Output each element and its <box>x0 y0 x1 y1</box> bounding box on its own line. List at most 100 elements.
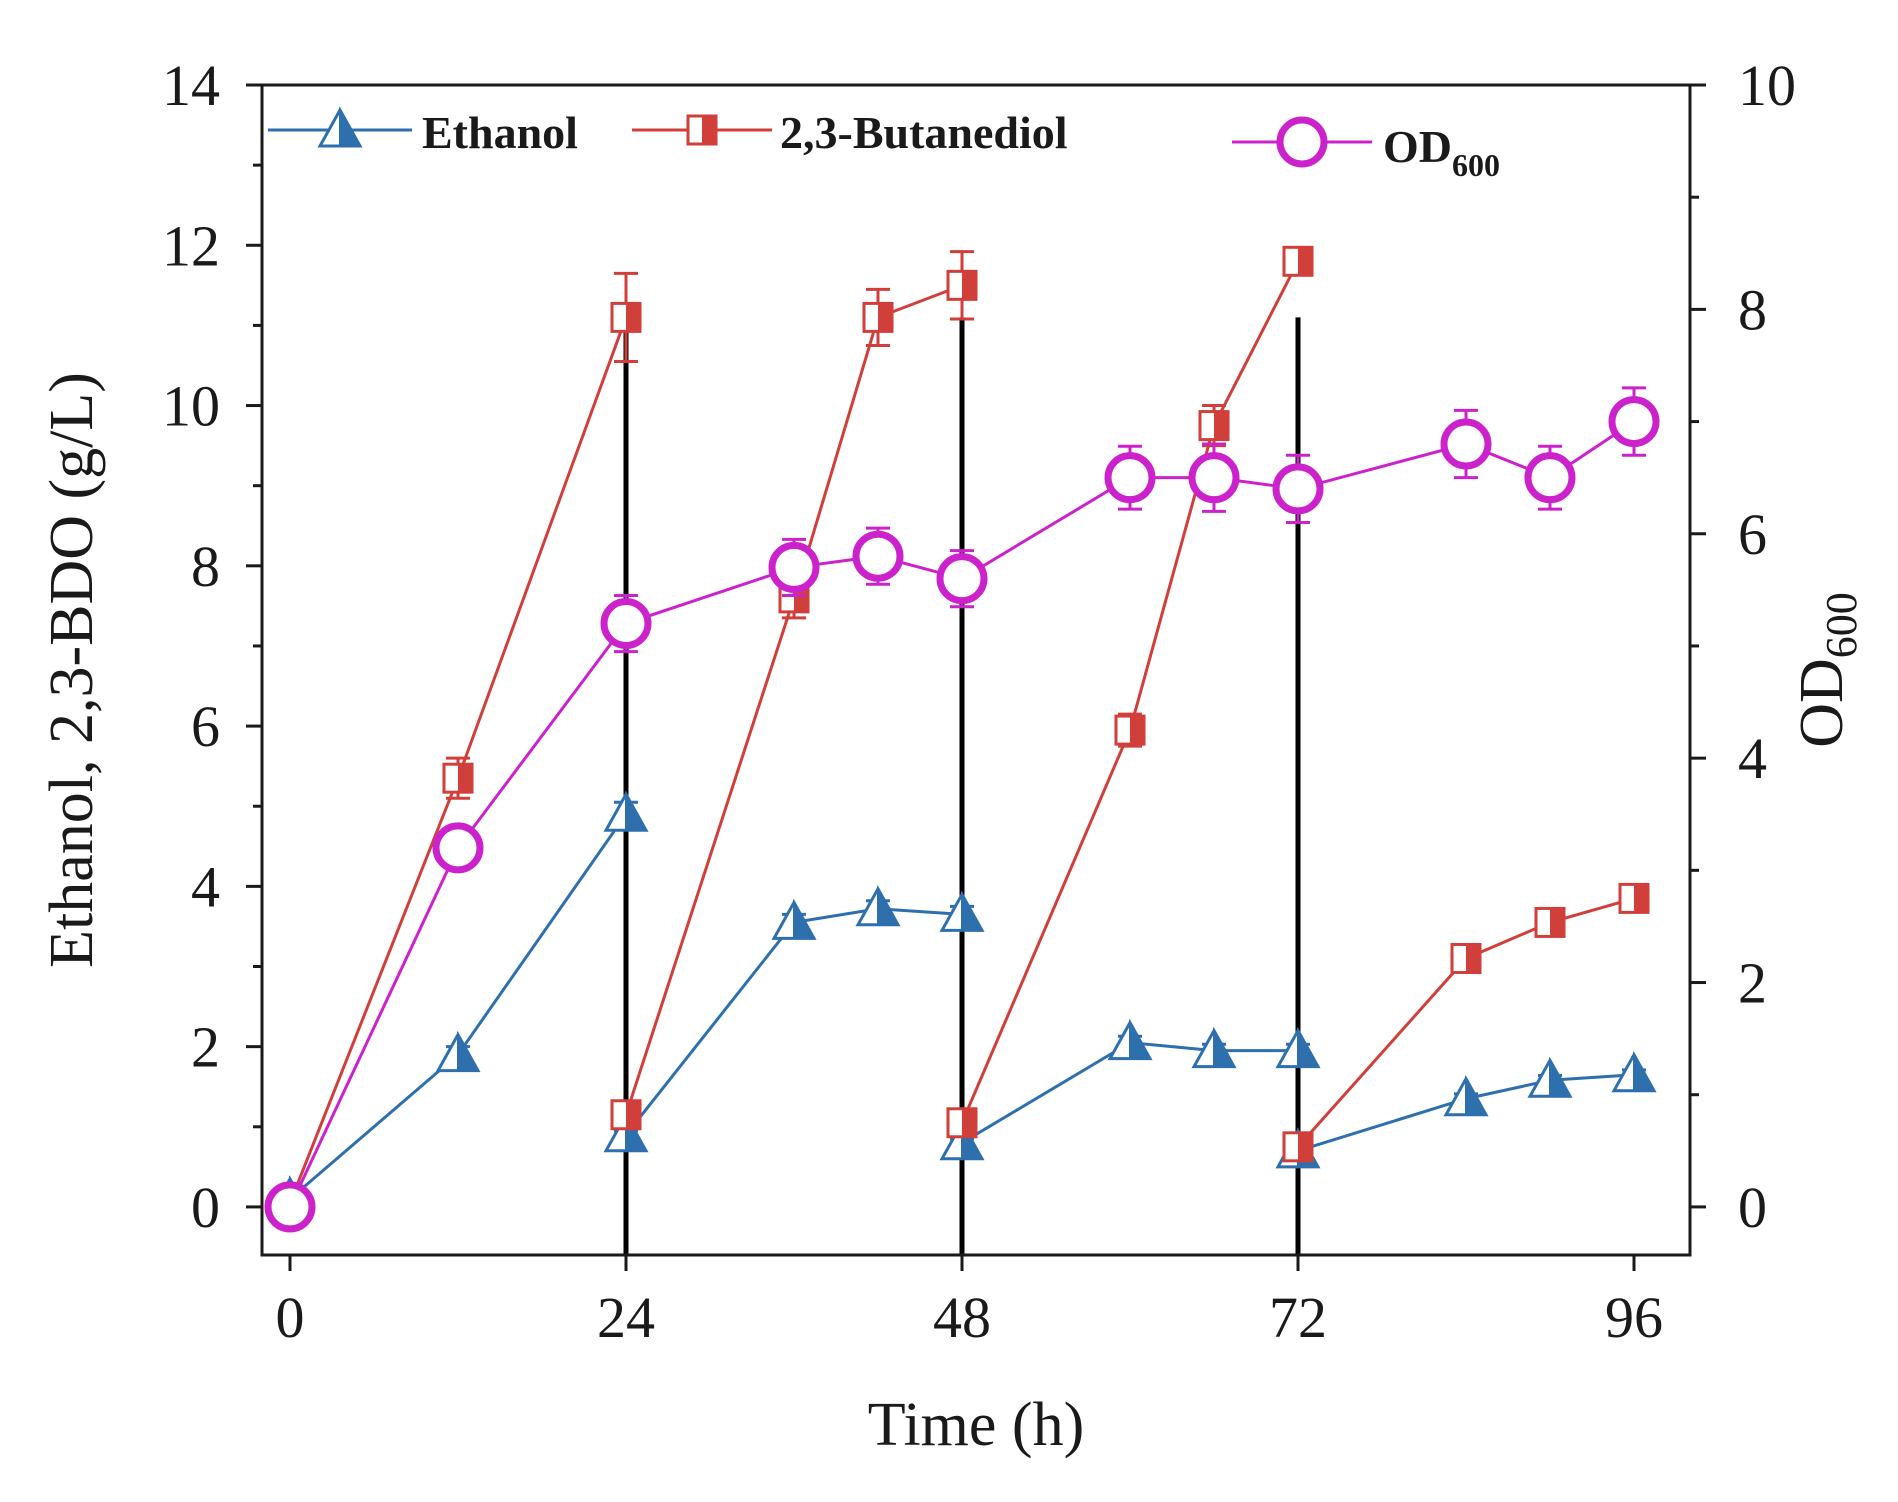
triangle-fill <box>1297 1026 1320 1068</box>
y-left-tick-label: 4 <box>191 854 220 919</box>
circle-marker <box>264 1181 316 1233</box>
circle-marker <box>1608 396 1660 448</box>
square-fill <box>962 271 976 300</box>
triangle-marker <box>771 898 817 940</box>
series-od600 <box>264 386 1660 1233</box>
circle-marker <box>1272 463 1324 515</box>
triangle-marker <box>1275 1026 1321 1069</box>
triangle-fill <box>1549 1056 1572 1098</box>
y-left-tick-label: 2 <box>191 1015 220 1080</box>
square-marker <box>946 1107 978 1139</box>
square-marker <box>610 1099 642 1131</box>
square-marker <box>862 301 894 333</box>
x-axis-title: Time (h) <box>868 1391 1084 1459</box>
series-ethanol <box>267 790 1657 1217</box>
triangle-fill <box>339 106 362 147</box>
y-left-tick-label: 12 <box>162 213 220 278</box>
square-fill <box>1214 411 1228 440</box>
plot-frame <box>260 83 1692 1257</box>
y-axis-left-title: Ethanol, 2,3-BDO (g/L) <box>38 372 106 968</box>
series-line <box>960 260 1300 1124</box>
triangle-fill <box>793 898 816 940</box>
legend: Ethanol 2,3-Butanediol OD600 <box>268 106 1500 183</box>
triangle-marker <box>855 884 901 927</box>
circle-marker <box>1104 452 1156 504</box>
circle-marker <box>432 822 484 874</box>
legend-od600-main: OD <box>1383 121 1452 172</box>
y-left-tick-label: 8 <box>191 534 220 599</box>
square-fill <box>626 1100 640 1129</box>
square-fill <box>458 764 472 793</box>
y-right-tick-label: 8 <box>1738 277 1767 342</box>
x-tick-label: 48 <box>933 1285 991 1350</box>
triangle-marker <box>603 790 649 832</box>
triangle-marker <box>1191 1026 1237 1069</box>
triangle-marker <box>1611 1050 1657 1093</box>
y-left-tick-label: 10 <box>162 374 220 439</box>
square-fill <box>1130 716 1144 745</box>
y-left-tick-label: 6 <box>191 694 220 759</box>
legend-od600-sub: 600 <box>1452 147 1500 183</box>
x-tick-label: 24 <box>597 1285 655 1350</box>
square-fill <box>1466 944 1480 973</box>
square-fill <box>962 1108 976 1137</box>
square-marker <box>946 269 978 301</box>
square-marker <box>1282 1131 1314 1163</box>
y-right-tick-label: 0 <box>1738 1175 1767 1240</box>
series-line <box>1296 896 1635 1148</box>
triangle-marker <box>1527 1056 1573 1098</box>
triangle-fill <box>457 1030 480 1072</box>
series-line <box>1297 1073 1635 1153</box>
series-line <box>624 907 963 1136</box>
square-marker <box>1114 714 1146 746</box>
square-marker <box>610 301 642 333</box>
square-marker <box>1534 906 1566 938</box>
y-right-title-sub: 600 <box>1817 592 1866 658</box>
triangle-marker <box>317 106 363 148</box>
legend-ethanol-marker <box>317 106 363 148</box>
legend-ethanol-label: Ethanol <box>422 107 578 158</box>
triangle-marker <box>939 890 985 932</box>
square-fill <box>878 303 892 332</box>
square-fill <box>1634 884 1648 913</box>
square-marker <box>1618 882 1650 914</box>
square-fill <box>626 303 640 332</box>
triangle-fill <box>961 890 984 932</box>
y-left-tick-label: 14 <box>162 53 220 118</box>
triangle-fill <box>877 884 900 926</box>
circle-marker <box>600 598 652 650</box>
square-marker <box>442 762 474 794</box>
legend-item-butanediol: 2,3-Butanediol <box>632 107 1068 158</box>
triangle-marker <box>1443 1074 1489 1117</box>
series-layer <box>264 245 1660 1233</box>
square-fill <box>702 116 716 144</box>
y-right-tick-label: 2 <box>1738 951 1767 1016</box>
square-marker <box>686 114 718 146</box>
y-right-tick-label: 10 <box>1738 53 1796 118</box>
legend-od600-marker <box>1276 116 1328 168</box>
x-tick-label: 96 <box>1605 1285 1663 1350</box>
x-tick-label: 72 <box>1269 1285 1327 1350</box>
circle-marker <box>1276 116 1328 168</box>
series-line <box>624 283 963 1116</box>
square-marker <box>1450 942 1482 974</box>
circle-marker <box>1440 418 1492 470</box>
legend-od600-label: OD600 <box>1383 121 1500 183</box>
legend-butanediol-marker <box>686 114 718 146</box>
legend-butanediol-label: 2,3-Butanediol <box>780 107 1068 158</box>
square-marker <box>1282 245 1314 277</box>
square-marker <box>1198 410 1230 442</box>
y-right-tick-label: 6 <box>1738 502 1767 567</box>
y-axis-right-title: OD600 <box>1788 592 1866 748</box>
triangle-fill <box>625 790 648 832</box>
triangle-fill <box>1129 1018 1152 1060</box>
circle-marker <box>768 541 820 593</box>
square-fill <box>1550 908 1564 937</box>
circle-marker <box>936 553 988 605</box>
circle-marker <box>1188 452 1240 504</box>
circle-marker <box>1524 452 1576 504</box>
triangle-marker <box>1107 1018 1153 1061</box>
